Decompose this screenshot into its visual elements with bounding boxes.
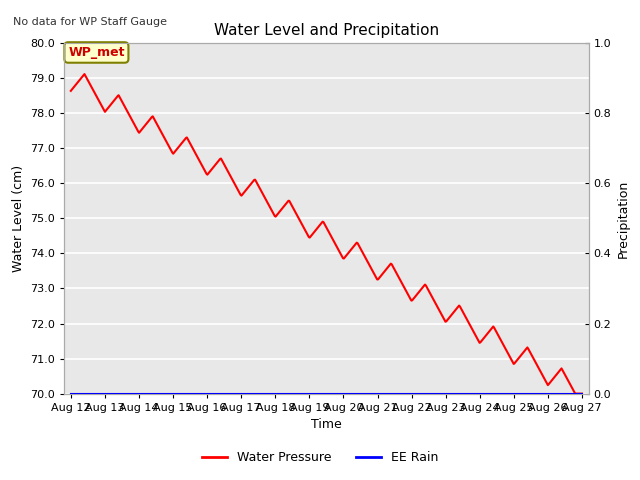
- Text: WP_met: WP_met: [68, 46, 125, 59]
- Legend: Water Pressure, EE Rain: Water Pressure, EE Rain: [196, 446, 444, 469]
- X-axis label: Time: Time: [311, 418, 342, 431]
- Title: Water Level and Precipitation: Water Level and Precipitation: [214, 23, 439, 38]
- Text: No data for WP Staff Gauge: No data for WP Staff Gauge: [13, 17, 167, 27]
- Y-axis label: Water Level (cm): Water Level (cm): [12, 165, 24, 272]
- Y-axis label: Precipitation: Precipitation: [617, 179, 630, 258]
